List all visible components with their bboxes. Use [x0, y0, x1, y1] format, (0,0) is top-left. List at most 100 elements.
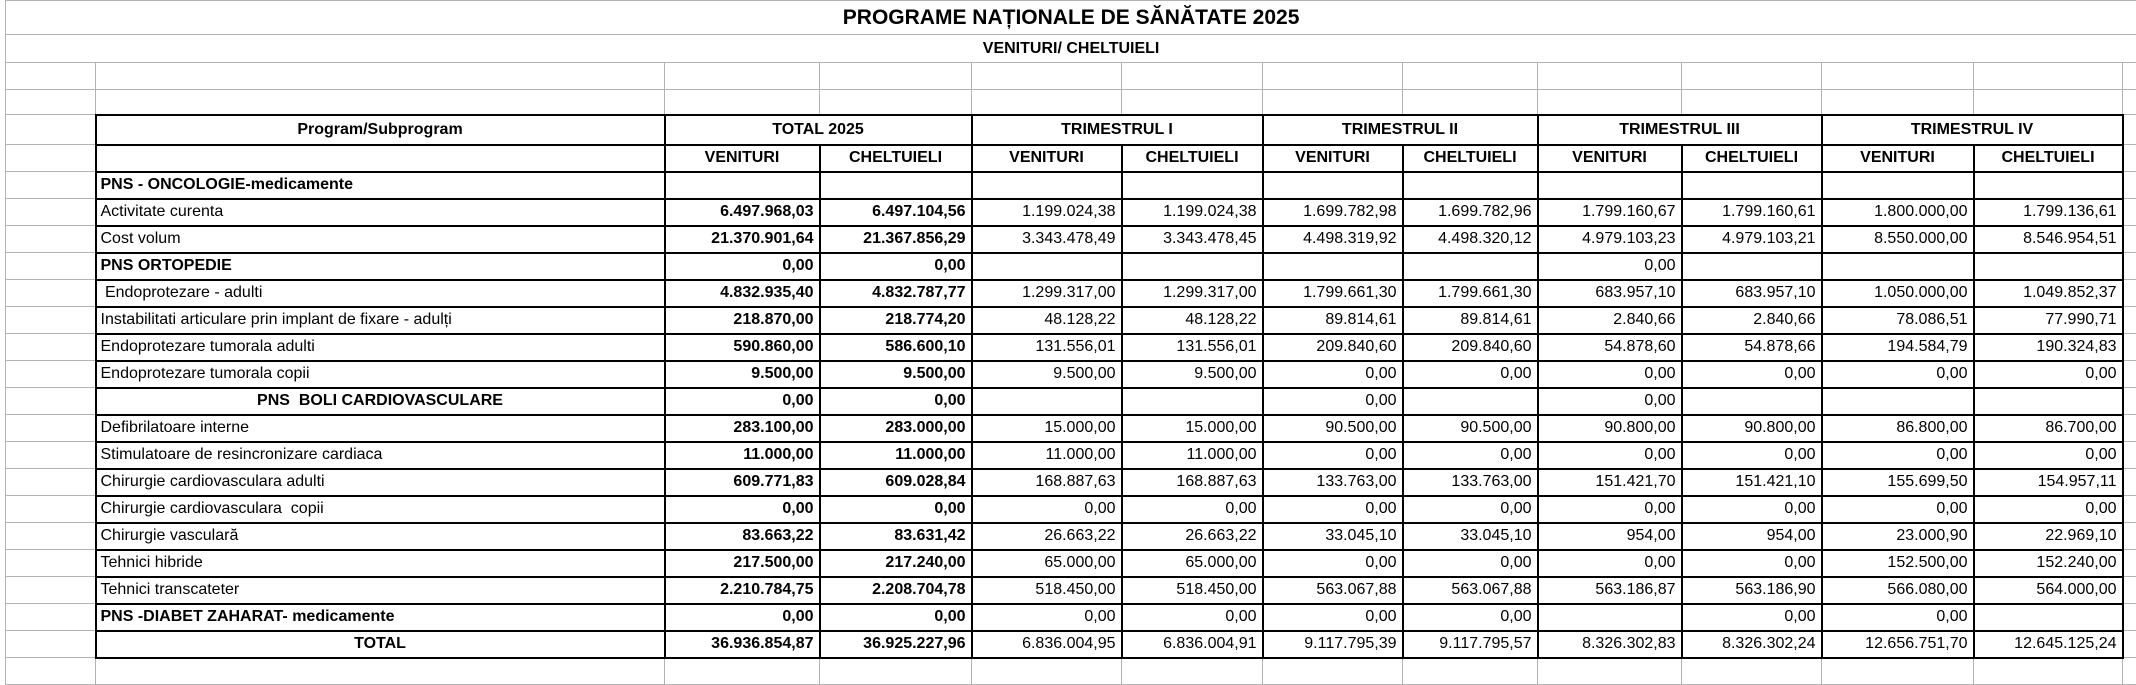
subheader-cheltuieli[interactable]: CHELTUIELI: [1122, 145, 1263, 172]
subheader-cheltuieli[interactable]: CHELTUIELI: [1682, 145, 1822, 172]
value-cell[interactable]: 0,00: [1263, 442, 1403, 469]
value-cell[interactable]: 15.000,00: [972, 415, 1122, 442]
value-cell[interactable]: 6.836.004,91: [1122, 631, 1263, 658]
header-trimestrul-2[interactable]: TRIMESTRUL II: [1263, 115, 1538, 145]
value-cell[interactable]: 4.979.103,21: [1682, 226, 1822, 253]
value-cell[interactable]: 90.500,00: [1403, 415, 1538, 442]
value-cell[interactable]: 11.000,00: [972, 442, 1122, 469]
value-cell[interactable]: 1.299.317,00: [972, 280, 1122, 307]
value-cell[interactable]: 0,00: [1403, 442, 1538, 469]
value-cell[interactable]: 609.771,83: [665, 469, 820, 496]
value-cell[interactable]: 26.663,22: [1122, 523, 1263, 550]
value-cell[interactable]: 155.699,50: [1822, 469, 1974, 496]
header-trimestrul-3[interactable]: TRIMESTRUL III: [1538, 115, 1822, 145]
value-cell[interactable]: 8.326.302,24: [1682, 631, 1822, 658]
value-cell[interactable]: 563.186,87: [1538, 577, 1682, 604]
value-cell[interactable]: [1682, 253, 1822, 280]
value-cell[interactable]: [1974, 604, 2123, 631]
value-cell[interactable]: 0,00: [1538, 496, 1682, 523]
program-cell[interactable]: PNS - ONCOLOGIE-medicamente: [96, 172, 665, 199]
value-cell[interactable]: 133.763,00: [1403, 469, 1538, 496]
program-cell[interactable]: Chirurgie cardiovasculara adulti: [96, 469, 665, 496]
value-cell[interactable]: 6.497.104,56: [820, 199, 972, 226]
value-cell[interactable]: 0,00: [1263, 496, 1403, 523]
value-cell[interactable]: [820, 172, 972, 199]
value-cell[interactable]: 1.799.661,30: [1403, 280, 1538, 307]
value-cell[interactable]: [665, 172, 820, 199]
program-cell[interactable]: Tehnici hibride: [96, 550, 665, 577]
value-cell[interactable]: 563.067,88: [1263, 577, 1403, 604]
value-cell[interactable]: 209.840,60: [1403, 334, 1538, 361]
value-cell[interactable]: 1.699.782,96: [1403, 199, 1538, 226]
value-cell[interactable]: 0,00: [665, 388, 820, 415]
value-cell[interactable]: [972, 388, 1122, 415]
value-cell[interactable]: 8.550.000,00: [1822, 226, 1974, 253]
value-cell[interactable]: 151.421,10: [1682, 469, 1822, 496]
value-cell[interactable]: [1822, 388, 1974, 415]
value-cell[interactable]: 152.240,00: [1974, 550, 2123, 577]
value-cell[interactable]: [1122, 172, 1263, 199]
value-cell[interactable]: 9.117.795,39: [1263, 631, 1403, 658]
value-cell[interactable]: 152.500,00: [1822, 550, 1974, 577]
header-trimestrul-1[interactable]: TRIMESTRUL I: [972, 115, 1263, 145]
program-cell[interactable]: Defibrilatoare interne: [96, 415, 665, 442]
value-cell[interactable]: [1974, 253, 2123, 280]
value-cell[interactable]: 9.500,00: [665, 361, 820, 388]
program-cell[interactable]: TOTAL: [96, 631, 665, 658]
value-cell[interactable]: 1.799.160,67: [1538, 199, 1682, 226]
value-cell[interactable]: 0,00: [1538, 253, 1682, 280]
program-cell[interactable]: PNS -DIABET ZAHARAT- medicamente: [96, 604, 665, 631]
value-cell[interactable]: 954,00: [1682, 523, 1822, 550]
value-cell[interactable]: 0,00: [1538, 550, 1682, 577]
value-cell[interactable]: 133.763,00: [1263, 469, 1403, 496]
value-cell[interactable]: 22.969,10: [1974, 523, 2123, 550]
value-cell[interactable]: 0,00: [1263, 604, 1403, 631]
header-program-subprogram[interactable]: Program/Subprogram: [96, 115, 665, 145]
program-cell[interactable]: Stimulatoare de resincronizare cardiaca: [96, 442, 665, 469]
value-cell[interactable]: [1682, 172, 1822, 199]
value-cell[interactable]: 0,00: [1403, 361, 1538, 388]
value-cell[interactable]: 1.799.160,61: [1682, 199, 1822, 226]
value-cell[interactable]: 8.546.954,51: [1974, 226, 2123, 253]
value-cell[interactable]: [1122, 253, 1263, 280]
value-cell[interactable]: 2.840,66: [1682, 307, 1822, 334]
subheader-venituri[interactable]: VENITURI: [1263, 145, 1403, 172]
value-cell[interactable]: 89.814,61: [1403, 307, 1538, 334]
value-cell[interactable]: 11.000,00: [820, 442, 972, 469]
value-cell[interactable]: 65.000,00: [1122, 550, 1263, 577]
value-cell[interactable]: [972, 253, 1122, 280]
value-cell[interactable]: 0,00: [1682, 442, 1822, 469]
value-cell[interactable]: 65.000,00: [972, 550, 1122, 577]
value-cell[interactable]: 0,00: [1974, 442, 2123, 469]
value-cell[interactable]: [1122, 388, 1263, 415]
subheader-venituri[interactable]: VENITURI: [972, 145, 1122, 172]
value-cell[interactable]: 4.498.319,92: [1263, 226, 1403, 253]
subheader-venituri[interactable]: VENITURI: [665, 145, 820, 172]
value-cell[interactable]: 194.584,79: [1822, 334, 1974, 361]
page-subtitle[interactable]: VENITURI/ CHELTUIELI: [6, 35, 2136, 63]
program-cell[interactable]: Cost volum: [96, 226, 665, 253]
subheader-cheltuieli[interactable]: CHELTUIELI: [820, 145, 972, 172]
value-cell[interactable]: 151.421,70: [1538, 469, 1682, 496]
value-cell[interactable]: 2.210.784,75: [665, 577, 820, 604]
value-cell[interactable]: 77.990,71: [1974, 307, 2123, 334]
value-cell[interactable]: 33.045,10: [1403, 523, 1538, 550]
program-cell[interactable]: Endoprotezare - adulti: [96, 280, 665, 307]
value-cell[interactable]: 9.500,00: [972, 361, 1122, 388]
value-cell[interactable]: 518.450,00: [1122, 577, 1263, 604]
value-cell[interactable]: 4.498.320,12: [1403, 226, 1538, 253]
value-cell[interactable]: 0,00: [665, 253, 820, 280]
value-cell[interactable]: 518.450,00: [972, 577, 1122, 604]
value-cell[interactable]: 0,00: [1263, 388, 1403, 415]
value-cell[interactable]: 48.128,22: [972, 307, 1122, 334]
value-cell[interactable]: 0,00: [1122, 604, 1263, 631]
value-cell[interactable]: [1538, 604, 1682, 631]
value-cell[interactable]: 0,00: [665, 604, 820, 631]
value-cell[interactable]: 83.663,22: [665, 523, 820, 550]
subheader-cheltuieli[interactable]: CHELTUIELI: [1974, 145, 2123, 172]
value-cell[interactable]: 36.925.227,96: [820, 631, 972, 658]
value-cell[interactable]: [1403, 253, 1538, 280]
value-cell[interactable]: 217.240,00: [820, 550, 972, 577]
value-cell[interactable]: 0,00: [1682, 604, 1822, 631]
program-cell[interactable]: Activitate curenta: [96, 199, 665, 226]
